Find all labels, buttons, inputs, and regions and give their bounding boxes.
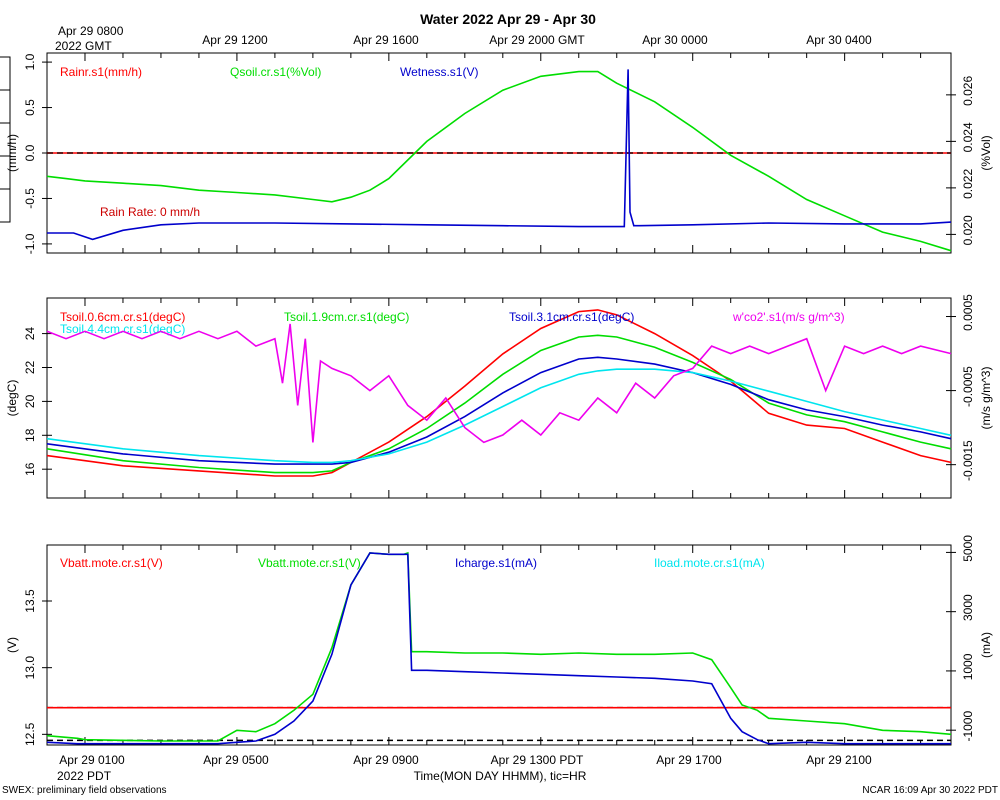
y-axis-label-right: (m/s g/m^3) [979, 367, 993, 430]
y-tick-label-right: 5000 [961, 535, 975, 562]
top-axis: Apr 29 1200 Apr 29 1600 Apr 29 2000 GMT Apr… [202, 33, 872, 47]
left-margin-fragment [0, 56, 11, 223]
legend-entry-2: Tsoil.1.9cm.cr.s1(degC) [284, 310, 409, 324]
y-tick-label-left: 13.0 [23, 656, 37, 680]
y-axis-label-left: (mm/h) [5, 134, 19, 172]
legend-entry-1: Vbatt.mote.cr.s1(V) [60, 556, 163, 570]
series-line-3 [46, 356, 952, 465]
y-tick-label-left: 24 [23, 327, 37, 341]
bottom-axis-year-label: 2022 PDT [57, 769, 112, 783]
legend-entry-3: Wetness.s1(V) [400, 65, 478, 79]
y-axis-label-left: (degC) [5, 380, 19, 417]
y-tick-label-left: 16 [23, 462, 37, 476]
panel-2: 16 18 20 22 24 -0.0015 -0.0005 0.0005 (degC) (m/s… [5, 294, 993, 742]
plot-frame [46, 297, 952, 499]
top-axis-label: Apr 30 0000 [642, 33, 708, 47]
series-line-2 [46, 551, 952, 742]
rain-rate-annotation: Rain Rate: 0 mm/h [100, 205, 200, 219]
legend-entry-1: Rainr.s1(mm/h) [60, 65, 142, 79]
y-axis-label-right: (mA) [979, 632, 993, 658]
panel-3: 12.5 13.0 13.5 -1000 1000 3000 5000 (V) (mA) Vbat… [5, 535, 993, 746]
y-tick-label-left: 18 [23, 428, 37, 442]
y-tick-label-right: -0.0015 [961, 440, 975, 481]
top-axis-first-label-line2: 2022 GMT [55, 39, 112, 53]
y-tick-label-right: -0.0005 [961, 366, 975, 407]
y-tick-label-left: 0.5 [23, 99, 37, 116]
y-axis-label-left: (V) [5, 637, 19, 653]
legend-entry-2: Vbatt.mote.cr.s1(V) [258, 556, 361, 570]
series-line-5 [46, 323, 952, 444]
top-axis-label: Apr 29 1200 [202, 33, 268, 47]
y-tick-label-right: 0.022 [961, 169, 975, 199]
legend-entry-1: Tsoil.0.6cm.cr.s1(degC) [60, 310, 185, 324]
y-tick-label-right: 0.024 [961, 122, 975, 152]
y-tick-label-left: -0.5 [23, 188, 37, 209]
bottom-axis-label: Apr 29 1700 [656, 753, 722, 767]
bottom-axis-label: Apr 29 2100 [806, 753, 872, 767]
bottom-axis-label: Apr 29 1300 PDT [491, 753, 584, 767]
y-tick-label-left: -1.0 [23, 233, 37, 254]
bottom-axis-label: Apr 29 0100 [59, 753, 125, 767]
y-tick-label-right: -1000 [961, 711, 975, 742]
series-line-1 [46, 309, 952, 477]
y-tick-label-right: 0.026 [961, 76, 975, 106]
top-axis-first-label-line1: Apr 29 0800 [58, 24, 124, 38]
series-line-2 [46, 70, 952, 252]
legend-entry-3: Icharge.s1(mA) [455, 556, 537, 570]
series-line-2 [46, 334, 952, 474]
series-line-4 [46, 368, 952, 464]
plot-frame [46, 544, 952, 746]
series-line-3 [46, 552, 951, 745]
chart-title: Water 2022 Apr 29 - Apr 30 [420, 11, 596, 27]
y-tick-label-right: 0.0005 [961, 294, 975, 331]
y-tick-label-left: 22 [23, 360, 37, 374]
footer-left: SWEX: preliminary field observations [2, 785, 167, 796]
top-axis-label: Apr 29 1600 [353, 33, 419, 47]
bottom-axis-label: Apr 29 0900 [353, 753, 419, 767]
bottom-axis: Apr 29 0100 Apr 29 0500 Apr 29 0900 Apr 29 … [59, 753, 872, 767]
y-tick-label-left: 1.0 [23, 53, 37, 70]
footer-right: NCAR 16:09 Apr 30 2022 PDT [862, 785, 998, 796]
top-axis-label: Apr 30 0400 [806, 33, 872, 47]
series-line-3 [47, 69, 952, 241]
x-axis-title: Time(MON DAY HHMM), tic=HR [414, 769, 587, 783]
legend-entry-5: w'co2'.s1(m/s g/m^3) [732, 310, 845, 324]
legend-entry-4: Tsoil.4.4cm.cr.s1(degC) [60, 322, 185, 336]
y-tick-label-left: 12.5 [23, 722, 37, 746]
y-tick-label-left: 13.5 [23, 589, 37, 613]
top-axis-label: Apr 29 2000 GMT [489, 33, 585, 47]
bottom-axis-label: Apr 29 0500 [203, 753, 269, 767]
y-axis-label-right: (%Vol) [979, 135, 993, 170]
legend-entry-2: Qsoil.cr.s1(%Vol) [230, 65, 321, 79]
y-tick-label-left: 0.0 [23, 144, 37, 161]
y-tick-label-right: 0.020 [961, 215, 975, 245]
y-tick-label-right: 1000 [961, 653, 975, 680]
legend-entry-3: Tsoil.3.1cm.cr.s1(degC) [509, 310, 634, 324]
panel-1: -1.0 -0.5 0.0 0.5 1.0 0.020 0.022 0.024 0.026 (mm… [5, 52, 993, 254]
y-tick-label-right: 3000 [961, 594, 975, 621]
legend-entry-4: Iload.mote.cr.s1(mA) [654, 556, 765, 570]
y-tick-label-left: 20 [23, 394, 37, 408]
